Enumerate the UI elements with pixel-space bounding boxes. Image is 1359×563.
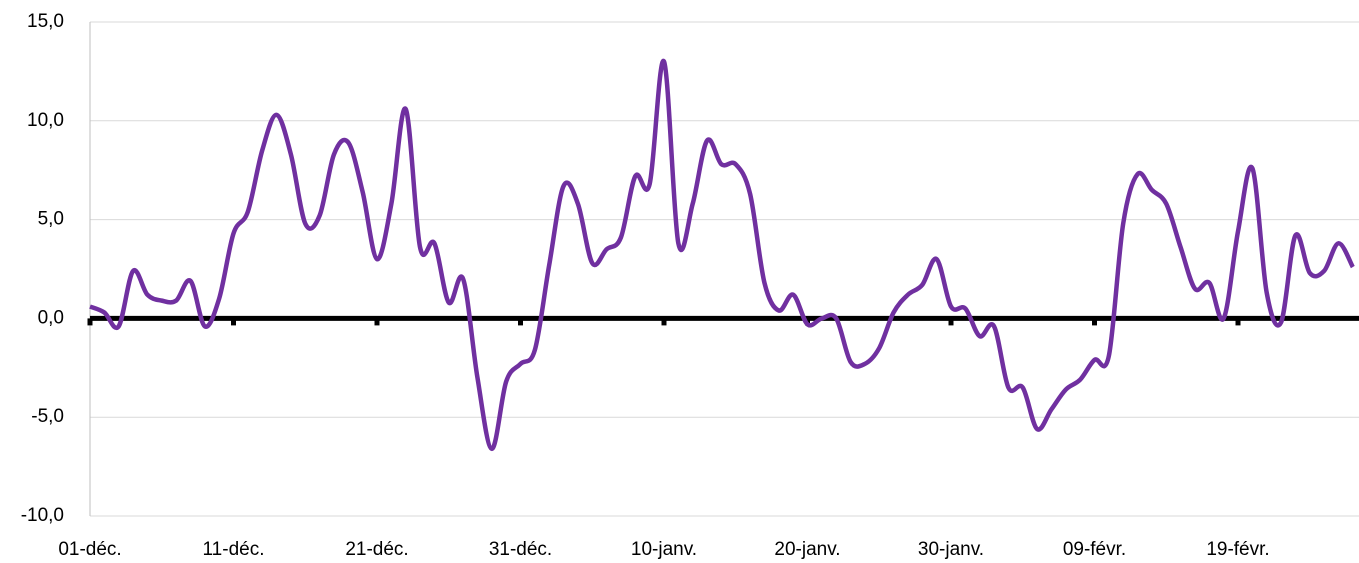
- x-tick-mark: [1092, 318, 1097, 326]
- x-tick-mark: [518, 318, 523, 326]
- line-series: [89, 59, 1355, 452]
- x-tick-label: 01-déc.: [58, 539, 121, 560]
- x-tick-mark: [948, 318, 954, 326]
- x-tick-mark: [374, 318, 380, 326]
- x-tick-label: 09-févr.: [1063, 539, 1126, 560]
- x-tick-label: 11-déc.: [203, 539, 265, 560]
- x-tick-label: 20-janv.: [774, 539, 840, 560]
- x-tick-label: 19-févr.: [1206, 539, 1269, 560]
- x-tick-mark: [231, 318, 236, 326]
- y-tick-label: -5,0: [31, 406, 64, 427]
- y-tick-label: 10,0: [27, 110, 64, 131]
- y-tick-label: 5,0: [38, 209, 64, 230]
- x-tick-label: 21-déc.: [345, 539, 408, 560]
- x-tick-mark: [87, 318, 93, 326]
- x-tick-label: 31-déc.: [489, 539, 552, 560]
- y-tick-label: 15,0: [27, 11, 64, 32]
- x-tick-mark: [661, 318, 667, 326]
- x-tick-label: 10-janv.: [631, 539, 697, 560]
- x-tick-label: 30-janv.: [918, 539, 984, 560]
- y-tick-label: 0,0: [38, 307, 64, 328]
- y-tick-label: -10,0: [21, 505, 64, 526]
- x-tick-mark: [1235, 318, 1241, 326]
